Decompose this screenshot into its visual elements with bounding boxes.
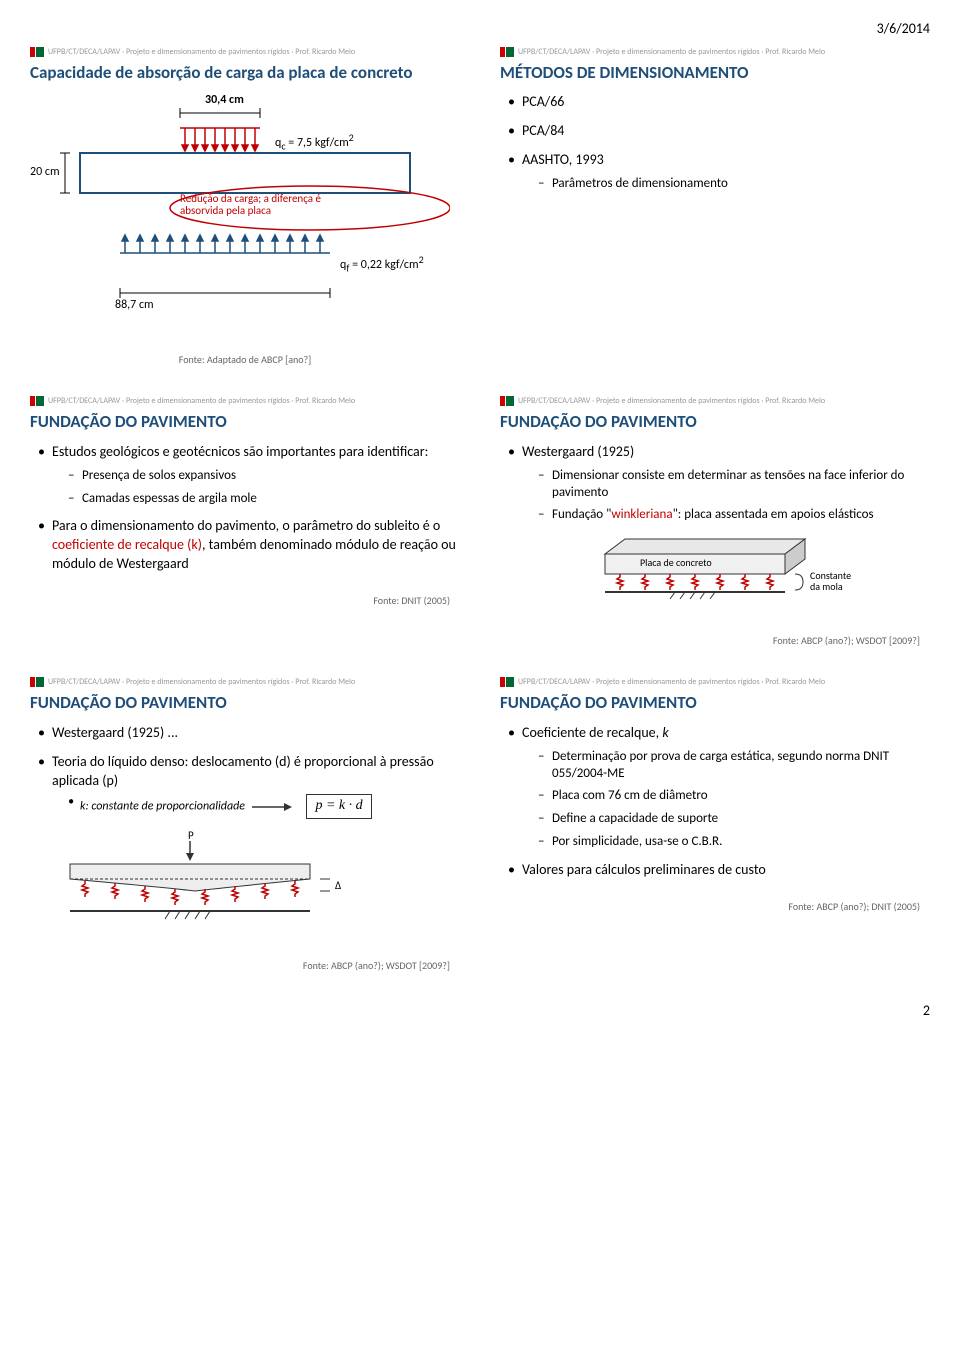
bullet: PCA/84 xyxy=(508,122,930,141)
header-text: UFPB/CT/DECA/LAPAV · Projeto e dimension… xyxy=(518,47,825,57)
sub-bullet: Dimensionar consiste em determinar as te… xyxy=(538,468,930,502)
bullet: Westergaard (1925) ... xyxy=(38,724,460,743)
sub-bullet: Determinação por prova de carga estática… xyxy=(538,749,930,783)
spring-label: Constante da mola xyxy=(810,570,851,592)
bullet: Valores para cálculos preliminares de cu… xyxy=(508,861,930,880)
slide-title: FUNDAÇÃO DO PAVIMENTO xyxy=(500,412,930,432)
bullet: Teoria do líquido denso: deslocamento (d… xyxy=(38,753,460,820)
header-text: UFPB/CT/DECA/LAPAV · Projeto e dimension… xyxy=(518,677,825,687)
slab-label: Placa de concreto xyxy=(640,556,712,569)
sub-bullet: Define a capacidade de suporte xyxy=(538,811,930,828)
bullet: Para o dimensionamento do pavimento, o p… xyxy=(38,517,460,574)
sub-sub-bullet: k: constante de proporcionalidade p = k … xyxy=(68,794,460,819)
load-diagram: 30,4 cm qc = 7,5 kgf/cm2 20 cm Redução d… xyxy=(30,93,460,333)
slide-header: UFPB/CT/DECA/LAPAV · Projeto e dimension… xyxy=(30,47,460,57)
slide-6: UFPB/CT/DECA/LAPAV · Projeto e dimension… xyxy=(500,677,930,972)
slide-header: UFPB/CT/DECA/LAPAV · Projeto e dimension… xyxy=(30,396,460,406)
deflection-diagram: P Δ xyxy=(30,829,460,939)
page-date: 3/6/2014 xyxy=(30,20,930,37)
header-text: UFPB/CT/DECA/LAPAV · Projeto e dimension… xyxy=(48,677,355,687)
reduction-text: Redução da carga; a diferença éabsorvida… xyxy=(180,193,321,217)
slab-spring-diagram: Placa de concreto Constante da mola xyxy=(585,534,845,614)
dim-bot: 88,7 cm xyxy=(115,298,154,312)
slide-title: FUNDAÇÃO DO PAVIMENTO xyxy=(30,412,460,432)
arrow-icon xyxy=(252,801,292,813)
slide-4: UFPB/CT/DECA/LAPAV · Projeto e dimension… xyxy=(500,396,930,647)
source-text: Fonte: ABCP (ano?); WSDOT [2009?] xyxy=(500,634,930,647)
logo-icon xyxy=(500,677,514,687)
logo-icon xyxy=(30,396,44,406)
header-text: UFPB/CT/DECA/LAPAV · Projeto e dimension… xyxy=(48,47,355,57)
sub-bullet: Por simplicidade, usa-se o C.B.R. xyxy=(538,834,930,851)
sub-bullet: Placa com 76 cm de diâmetro xyxy=(538,788,930,805)
slide-1: UFPB/CT/DECA/LAPAV · Projeto e dimension… xyxy=(30,47,460,366)
page-number: 2 xyxy=(30,1002,930,1019)
slide-header: UFPB/CT/DECA/LAPAV · Projeto e dimension… xyxy=(30,677,460,687)
svg-text:P: P xyxy=(188,829,194,842)
slide-3: UFPB/CT/DECA/LAPAV · Projeto e dimension… xyxy=(30,396,460,647)
source-text: Fonte: ABCP (ano?); DNIT (2005) xyxy=(500,900,930,913)
slide-title: Capacidade de absorção de carga da placa… xyxy=(30,63,460,83)
qf-label: qf = 0,22 kgf/cm2 xyxy=(340,253,424,274)
bullet: AASHTO, 1993 Parâmetros de dimensionamen… xyxy=(508,151,930,193)
header-text: UFPB/CT/DECA/LAPAV · Projeto e dimension… xyxy=(48,396,355,406)
logo-icon xyxy=(30,677,44,687)
sub-bullet: Camadas espessas de argila mole xyxy=(68,491,460,508)
slide-5: UFPB/CT/DECA/LAPAV · Projeto e dimension… xyxy=(30,677,460,972)
slide-header: UFPB/CT/DECA/LAPAV · Projeto e dimension… xyxy=(500,677,930,687)
svg-text:Δ: Δ xyxy=(335,879,341,892)
bullet: PCA/66 xyxy=(508,93,930,112)
source-text: Fonte: DNIT (2005) xyxy=(30,594,460,607)
logo-icon xyxy=(500,47,514,57)
qc-label: qc = 7,5 kgf/cm2 xyxy=(275,131,354,152)
header-text: UFPB/CT/DECA/LAPAV · Projeto e dimension… xyxy=(518,396,825,406)
bullet: Estudos geológicos e geotécnicos são imp… xyxy=(38,443,460,508)
formula: p = k · d xyxy=(306,794,371,819)
slide-header: UFPB/CT/DECA/LAPAV · Projeto e dimension… xyxy=(500,47,930,57)
slide-header: UFPB/CT/DECA/LAPAV · Projeto e dimension… xyxy=(500,396,930,406)
sub-bullet: Parâmetros de dimensionamento xyxy=(538,176,930,193)
slide-title: MÉTODOS DE DIMENSIONAMENTO xyxy=(500,63,930,83)
bullet: Westergaard (1925) Dimensionar consiste … xyxy=(508,443,930,525)
bullet: Coeficiente de recalque, k Determinação … xyxy=(508,724,930,851)
source-text: Fonte: ABCP (ano?); WSDOT [2009?] xyxy=(30,959,460,972)
dim-left: 20 cm xyxy=(30,165,60,179)
logo-icon xyxy=(30,47,44,57)
sub-bullet: Fundação "winkleriana": placa assentada … xyxy=(538,507,930,524)
slide-title: FUNDAÇÃO DO PAVIMENTO xyxy=(500,693,930,713)
sub-bullet: Presença de solos expansivos xyxy=(68,468,460,485)
slide-2: UFPB/CT/DECA/LAPAV · Projeto e dimension… xyxy=(500,47,930,366)
dim-top: 30,4 cm xyxy=(205,93,244,107)
source-text: Fonte: Adaptado de ABCP [ano?] xyxy=(30,353,460,366)
slide-title: FUNDAÇÃO DO PAVIMENTO xyxy=(30,693,460,713)
logo-icon xyxy=(500,396,514,406)
